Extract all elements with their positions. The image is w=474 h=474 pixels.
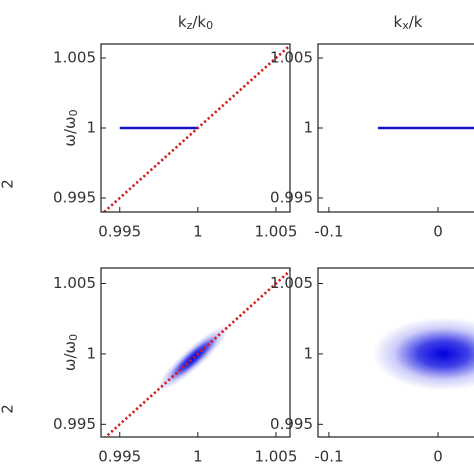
column-title-part: /k <box>192 13 206 31</box>
column-title: kx/k <box>394 13 423 33</box>
y-axis-label-part: ω/ω <box>61 341 79 371</box>
y-tick-label: 1.005 <box>270 49 313 67</box>
y-axis-label-part: 0 <box>67 334 80 341</box>
y-tick-label: 0.995 <box>53 189 96 207</box>
y-axis-label: ω/ω0 <box>61 334 81 371</box>
y-tick-label: 1 <box>303 344 313 362</box>
y-tick-label: 0.995 <box>53 415 96 433</box>
column-title-part: /k <box>409 13 423 31</box>
y-axis-label: ω/ω0 <box>61 109 81 146</box>
data-line <box>103 44 290 212</box>
plot-area <box>372 317 474 391</box>
y-axis-label-part: ω/ω <box>61 116 79 146</box>
y-tick-label: 1 <box>303 119 313 137</box>
axes-frame <box>100 267 291 438</box>
column-title-part: z <box>187 19 193 32</box>
x-tick-label: 1 <box>193 223 203 241</box>
row-label: 2 <box>0 179 17 189</box>
x-tick-label: 0 <box>433 448 443 466</box>
plot-area <box>103 269 290 437</box>
y-tick-label: 0.995 <box>270 415 313 433</box>
data-line <box>103 269 290 437</box>
x-tick-label: 1.005 <box>254 448 297 466</box>
x-tick-label: 0 <box>433 223 443 241</box>
x-tick-label: 0.995 <box>98 448 141 466</box>
column-title-part: x <box>402 19 409 32</box>
column-title-part: k <box>394 13 403 31</box>
column-title-part: 0 <box>206 19 213 32</box>
row-label: 2 <box>0 404 17 414</box>
y-tick-label: 1.005 <box>53 274 96 292</box>
density-blob <box>372 317 474 391</box>
plot-area <box>103 44 290 212</box>
y-tick-label: 1.005 <box>270 274 313 292</box>
y-axis-label-part: 0 <box>67 109 80 116</box>
x-tick-label: 0.995 <box>98 223 141 241</box>
y-tick-label: 1 <box>86 344 96 362</box>
y-tick-label: 1 <box>86 119 96 137</box>
column-title: kz/k0 <box>178 13 213 33</box>
x-tick-label: -0.1 <box>314 223 343 241</box>
y-tick-label: 1.005 <box>53 49 96 67</box>
column-title-part: k <box>178 13 187 31</box>
x-tick-label: -0.1 <box>314 448 343 466</box>
x-tick-label: 1 <box>193 448 203 466</box>
y-tick-label: 0.995 <box>270 189 313 207</box>
x-tick-label: 1.005 <box>254 223 297 241</box>
